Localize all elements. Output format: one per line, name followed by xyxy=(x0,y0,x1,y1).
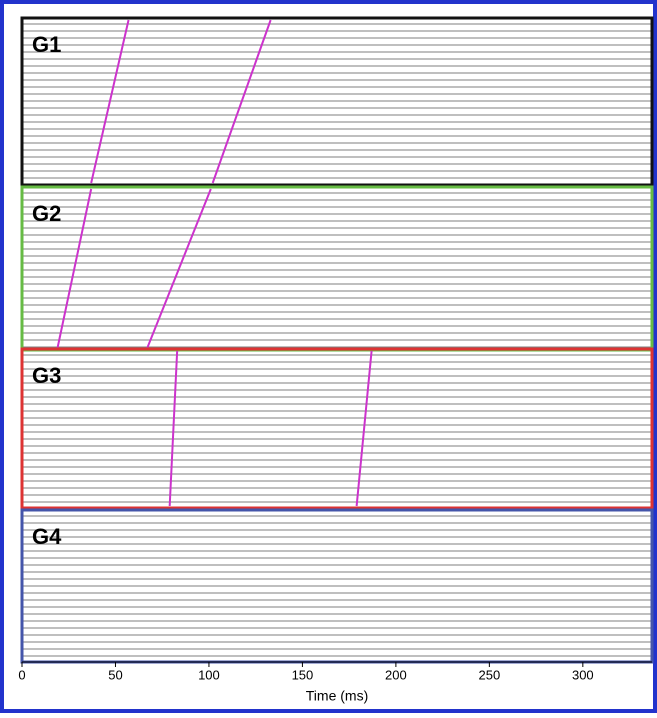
pick-line xyxy=(146,188,212,349)
x-tick-label: 50 xyxy=(108,667,122,682)
pick-line xyxy=(90,19,130,184)
group-label: G2 xyxy=(32,201,61,226)
x-tick-label: 0 xyxy=(18,667,25,682)
pick-line xyxy=(355,350,373,507)
group-label: G1 xyxy=(32,32,61,57)
x-tick-label: 150 xyxy=(292,667,314,682)
group-box xyxy=(20,347,654,510)
x-tick-label: 250 xyxy=(479,667,501,682)
x-tick-label: 100 xyxy=(198,667,220,682)
x-axis-label: Time (ms) xyxy=(306,688,368,704)
group-label: G4 xyxy=(32,524,62,549)
x-tick-label: 300 xyxy=(572,667,594,682)
group-box xyxy=(20,16,654,187)
group-label: G3 xyxy=(32,363,61,388)
pick-line xyxy=(211,19,272,184)
pick-line xyxy=(168,350,179,507)
x-tick-label: 200 xyxy=(385,667,407,682)
pick-line xyxy=(56,188,93,349)
